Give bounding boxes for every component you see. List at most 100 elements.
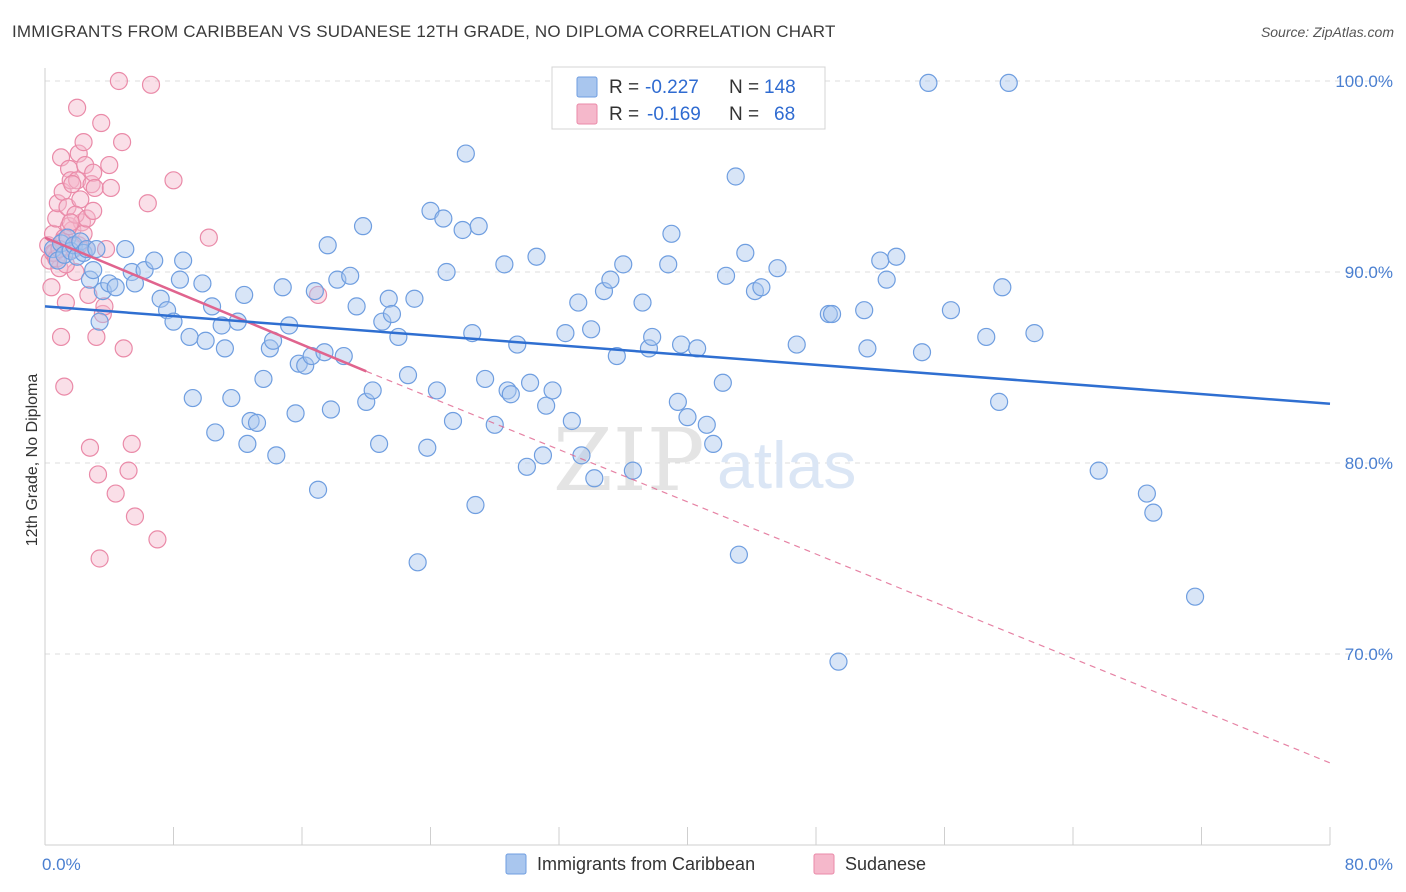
caribbean-point: [822, 304, 842, 324]
sudanese-point: [61, 213, 80, 232]
sudanese-point: [141, 75, 161, 94]
sudanese-point: [164, 171, 183, 190]
caribbean-point: [405, 289, 424, 308]
sudanese-point: [148, 530, 167, 549]
caribbean-point: [106, 278, 125, 297]
caribbean-point: [206, 423, 225, 442]
caribbean-point: [768, 259, 787, 278]
caribbean-point: [508, 335, 527, 354]
caribbean-point: [1137, 484, 1156, 503]
caribbean-point: [418, 438, 437, 457]
legend-n-label: N =: [729, 104, 759, 125]
caribbean-point: [90, 312, 109, 331]
caribbean-point: [193, 274, 212, 293]
tick-labels: 70.0% 80.0% 90.0% 100.0% 0.0% 80.0%: [42, 72, 1393, 874]
legend-r-label: R =: [609, 77, 639, 98]
caribbean-point: [633, 293, 652, 312]
caribbean-point: [537, 396, 556, 415]
caribbean-point: [398, 366, 418, 385]
series-swatch-sudanese: [813, 853, 835, 875]
x-tick-label: 0.0%: [42, 855, 81, 874]
legend-swatch-blue: [576, 76, 598, 98]
sudanese-point: [100, 155, 119, 175]
sudanese-point: [51, 327, 71, 347]
chart-title: IMMIGRANTS FROM CARIBBEAN VS SUDANESE 12…: [12, 22, 836, 41]
sudanese-point: [88, 465, 108, 484]
legend-r-label: R =: [609, 104, 639, 125]
caribbean-point: [858, 339, 877, 358]
caribbean-point: [569, 293, 588, 312]
caribbean-point: [1144, 503, 1163, 522]
sudanese-point: [48, 194, 67, 213]
sudanese-point: [84, 201, 103, 220]
caribbean-point: [170, 270, 190, 289]
sudanese-point: [55, 377, 74, 396]
sudanese-point: [101, 178, 120, 198]
caribbean-point: [501, 385, 520, 404]
sudanese-point: [199, 228, 218, 247]
caribbean-point: [80, 270, 100, 289]
caribbean-point: [601, 270, 620, 289]
caribbean-point: [370, 434, 389, 453]
caribbean-point: [533, 446, 553, 465]
caribbean-point: [453, 220, 472, 240]
legend-r-value: -0.169: [647, 104, 701, 125]
y-axis-label: 12th Grade, No Diploma: [24, 374, 41, 547]
caribbean-point: [296, 356, 315, 375]
caribbean-point: [614, 255, 633, 274]
caribbean-point: [726, 167, 745, 186]
caribbean-point: [151, 289, 170, 308]
caribbean-point: [993, 278, 1012, 297]
series-swatch-caribbean: [505, 853, 527, 875]
caribbean-point: [84, 260, 103, 280]
caribbean-point: [912, 343, 932, 362]
caribbean-point: [241, 411, 260, 431]
caribbean-point: [668, 392, 687, 411]
sudanese-point: [69, 144, 88, 163]
sudanese-point: [138, 194, 157, 213]
caribbean-point: [572, 446, 591, 465]
caribbean-point: [434, 209, 453, 228]
caribbean-points: [43, 73, 1205, 671]
caribbean-point: [341, 266, 360, 285]
caribbean-point: [469, 217, 488, 236]
caribbean-point: [357, 392, 376, 411]
sudanese-point: [66, 262, 85, 282]
y-tick-label: 80.0%: [1345, 454, 1393, 473]
sudanese-point: [74, 133, 93, 152]
caribbean-point: [697, 415, 716, 434]
axes: [44, 68, 1331, 846]
y-tick-label: 100.0%: [1335, 72, 1393, 91]
caribbean-point: [855, 301, 874, 320]
caribbean-point: [752, 278, 771, 297]
caribbean-point: [235, 285, 254, 305]
sudanese-point: [119, 461, 138, 480]
caribbean-point: [716, 266, 736, 285]
caribbean-point: [273, 278, 292, 297]
sudanese-point: [122, 434, 141, 453]
sudanese-point: [106, 484, 125, 503]
chart-source: Source: ZipAtlas.com: [1260, 24, 1394, 40]
caribbean-point: [977, 327, 996, 347]
caribbean-point: [704, 434, 723, 453]
sudanese-point: [84, 163, 103, 182]
trend-lines: [44, 236, 1331, 764]
caribbean-point: [990, 392, 1009, 411]
caribbean-point: [643, 327, 662, 347]
caribbean-point: [456, 144, 475, 163]
caribbean-point: [582, 320, 601, 339]
caribbean-point: [999, 73, 1018, 93]
caribbean-point: [556, 324, 575, 343]
sudanese-point: [90, 549, 109, 568]
caribbean-point: [495, 255, 514, 274]
caribbean-point: [215, 339, 234, 358]
series-label-sudanese: Sudanese: [845, 854, 926, 874]
caribbean-point: [919, 73, 938, 93]
y-tick-label: 90.0%: [1345, 263, 1393, 282]
caribbean-point: [116, 239, 135, 259]
legend-n-value: 148: [764, 77, 796, 98]
sudanese-point: [80, 438, 100, 457]
sudanese-point: [109, 71, 128, 91]
caribbean-point: [736, 243, 755, 262]
sudanese-point: [79, 285, 98, 305]
